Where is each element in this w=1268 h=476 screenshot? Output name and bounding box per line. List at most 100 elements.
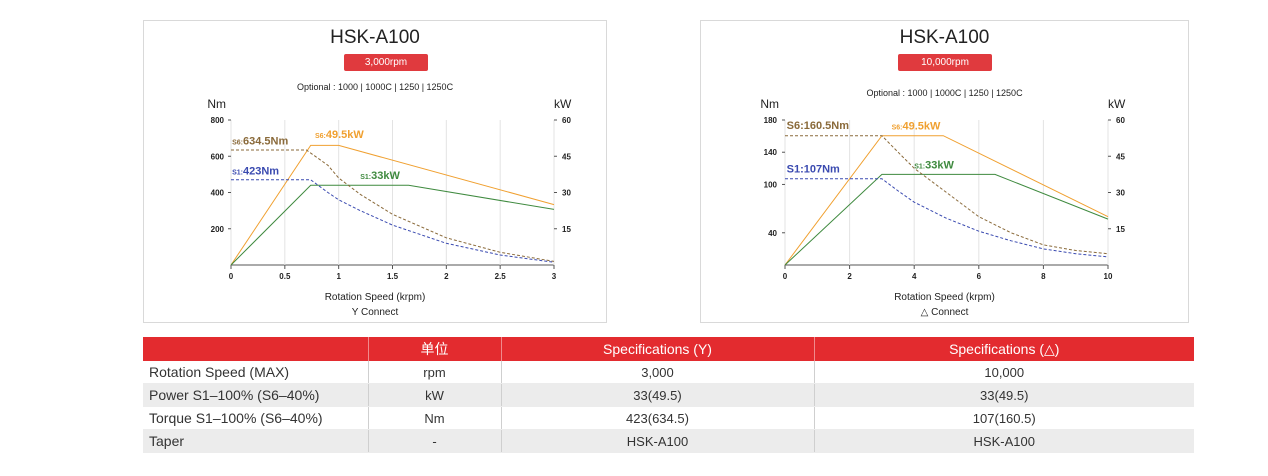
row-value-y: HSK-A100 — [500, 429, 814, 453]
table-row: Rotation Speed (MAX) rpm 3,000 10,000 — [143, 361, 1194, 384]
row-unit: - — [367, 429, 501, 453]
y-left-tick-label: 180 — [764, 116, 778, 125]
annotation-value: 634.5Nm — [243, 135, 288, 147]
annotation-prefix: S6: — [315, 133, 326, 140]
series-line-2 — [785, 135, 1109, 255]
y-axis-left-unit: Nm — [760, 97, 779, 111]
series-annotation: S6:634.5Nm — [232, 135, 288, 147]
row-value-delta: HSK-A100 — [813, 429, 1194, 453]
header-cell-unit: 单位 — [367, 337, 501, 361]
series-line-1 — [784, 173, 1109, 266]
header-cell — [143, 337, 368, 361]
table-row: Taper - HSK-A100 HSK-A100 — [143, 429, 1194, 453]
x-axis-title: Rotation Speed (krpm) — [894, 292, 995, 303]
specifications-table: 单位 Specifications (Y) Specifications (△)… — [143, 337, 1194, 453]
y-left-tick-label: 100 — [764, 180, 778, 189]
y-right-tick-label: 15 — [562, 225, 571, 234]
y-left-tick-label: 400 — [211, 189, 225, 198]
series-annotation: S1:33kW — [360, 170, 400, 182]
series-annotation: S6:160.5Nm — [787, 120, 850, 132]
y-right-tick-label: 45 — [1116, 152, 1125, 161]
chart-title: HSK-A100 — [330, 27, 420, 48]
row-unit: kW — [367, 383, 501, 407]
y-axis-right-unit: kW — [1108, 97, 1126, 111]
x-tick-label: 2.5 — [495, 272, 507, 281]
annotation-prefix: S1: — [360, 174, 371, 181]
rpm-badge: 3,000rpm — [344, 54, 428, 71]
row-value-y: 33(49.5) — [500, 383, 814, 407]
y-right-tick-label: 60 — [1116, 116, 1125, 125]
header-cell-spec-delta: Specifications (△) — [813, 337, 1194, 361]
series-annotation: S1:423Nm — [232, 165, 279, 177]
table-row: Power S1–100% (S6–40%) kW 33(49.5) 33(49… — [143, 383, 1194, 407]
annotation-value: S1:107Nm — [787, 163, 840, 175]
series-line-3 — [785, 178, 1109, 258]
y-right-tick-label: 30 — [1116, 189, 1125, 198]
chart-panel-delta-connect: HSK-A100 10,000rpm Optional : 1000 | 100… — [700, 20, 1189, 323]
y-right-tick-label: 60 — [562, 116, 571, 125]
series-annotation: S1:33kW — [914, 159, 954, 171]
header-cell-spec-y: Specifications (Y) — [500, 337, 814, 361]
annotation-value: 49.5kW — [326, 129, 365, 141]
connect-type: △ Connect — [920, 307, 969, 318]
optional-models: Optional : 1000 | 1000C | 1250 | 1250C — [296, 82, 454, 92]
y-axis-right-unit: kW — [554, 97, 572, 111]
rpm-badge: 10,000rpm — [898, 54, 992, 71]
y-left-tick-label: 800 — [211, 116, 225, 125]
x-tick-label: 4 — [912, 272, 917, 281]
annotation-value: S6:160.5Nm — [787, 120, 850, 132]
annotation-value: 33kW — [925, 159, 954, 171]
row-unit: Nm — [367, 406, 501, 430]
row-label: Taper — [143, 429, 368, 453]
y-right-tick-label: 30 — [562, 189, 571, 198]
x-tick-label: 6 — [977, 272, 982, 281]
annotation-prefix: S6: — [892, 125, 903, 132]
row-unit: rpm — [367, 361, 501, 384]
x-tick-label: 8 — [1041, 272, 1046, 281]
series-annotation: S1:107Nm — [787, 163, 840, 175]
x-axis-title: Rotation Speed (krpm) — [324, 292, 426, 303]
table-header-row: 单位 Specifications (Y) Specifications (△) — [143, 337, 1194, 361]
series-line-0 — [230, 144, 555, 266]
chart-svg: Nm kW 0 0.5 1 1.5 2 2.5 3 200 400 600 800 15 30 45 60 S6:… — [207, 97, 572, 281]
row-label: Torque S1–100% (S6–40%) — [143, 406, 368, 430]
annotation-value: 33kW — [371, 170, 400, 182]
series-line-0 — [784, 135, 1109, 266]
y-left-tick-label: 40 — [768, 229, 777, 238]
chart-panel-y-connect: HSK-A100 3,000rpm Optional : 1000 | 1000… — [143, 20, 607, 323]
annotation-prefix: S1: — [914, 163, 925, 170]
row-label: Power S1–100% (S6–40%) — [143, 383, 368, 407]
x-tick-label: 2 — [847, 272, 852, 281]
x-tick-label: 2 — [444, 272, 449, 281]
y-left-tick-label: 140 — [764, 148, 778, 157]
series-line-3 — [231, 179, 555, 263]
row-value-y: 3,000 — [500, 361, 814, 384]
x-tick-label: 0 — [229, 272, 234, 281]
x-tick-label: 3 — [552, 272, 557, 281]
series-annotation: S6:49.5kW — [315, 129, 364, 141]
y-right-tick-label: 15 — [1116, 225, 1125, 234]
annotation-prefix: S1: — [232, 169, 243, 176]
series-line-2 — [231, 149, 555, 262]
annotation-value: 423Nm — [243, 165, 279, 177]
series-line-1 — [230, 184, 555, 266]
annotation-value: 49.5kW — [902, 121, 941, 133]
x-tick-label: 0.5 — [279, 272, 291, 281]
row-value-delta: 10,000 — [813, 361, 1194, 384]
x-tick-label: 1.5 — [387, 272, 399, 281]
x-tick-label: 1 — [336, 272, 341, 281]
row-label: Rotation Speed (MAX) — [143, 361, 368, 384]
y-axis-left-unit: Nm — [207, 97, 226, 111]
annotation-prefix: S6: — [232, 139, 243, 146]
y-left-tick-label: 600 — [211, 152, 225, 161]
x-tick-label: 0 — [783, 272, 788, 281]
connect-type: Y Connect — [351, 307, 399, 318]
chart-title: HSK-A100 — [899, 27, 990, 48]
optional-models: Optional : 1000 | 1000C | 1250 | 1250C — [866, 88, 1023, 98]
y-left-tick-label: 200 — [211, 225, 225, 234]
row-value-y: 423(634.5) — [500, 406, 814, 430]
y-right-tick-label: 45 — [562, 152, 571, 161]
table-row: Torque S1–100% (S6–40%) Nm 423(634.5) 10… — [143, 406, 1194, 430]
row-value-delta: 33(49.5) — [813, 383, 1194, 407]
series-annotation: S6:49.5kW — [892, 121, 941, 133]
